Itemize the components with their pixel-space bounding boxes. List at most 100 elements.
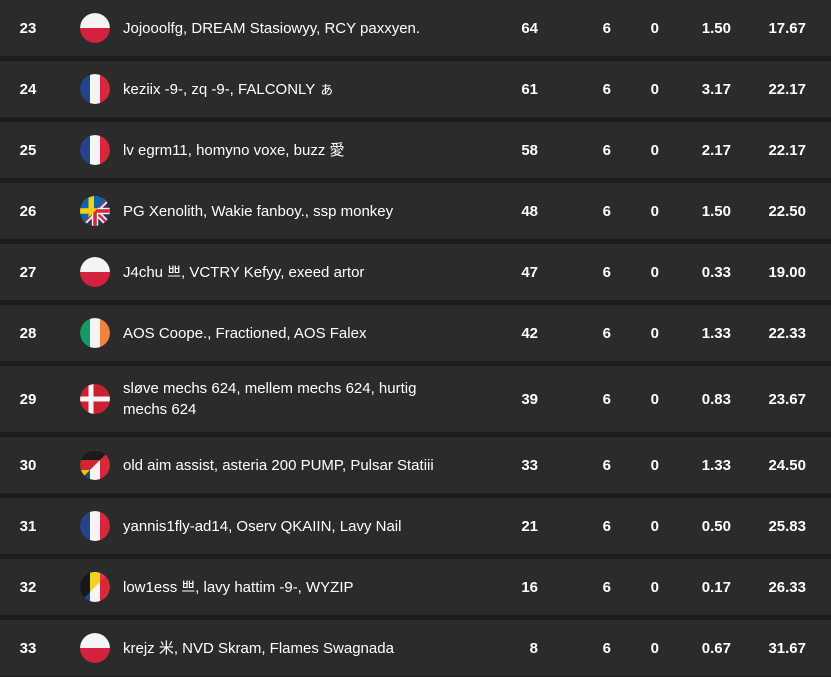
flag-france-icon — [80, 511, 110, 541]
team-players[interactable]: yannis1fly-ad14, Oserv QKAIIN, Lavy Nail — [123, 517, 402, 535]
stat-matches: 6 — [602, 141, 611, 159]
stat-average: 17.67 — [768, 19, 806, 37]
stat-col3: 0 — [650, 456, 659, 474]
stat-points: 8 — [529, 639, 538, 657]
table-row[interactable]: 33 krejz 米, NVD Skram, Flames Swagnada 8… — [0, 620, 831, 676]
stat-matches: 6 — [602, 324, 611, 342]
flag-belgium-france-icon — [80, 572, 110, 602]
rank-cell: 23 — [19, 19, 37, 37]
table-row[interactable]: 31 yannis1fly-ad14, Oserv QKAIIN, Lavy N… — [0, 498, 831, 554]
flag-denmark-icon — [80, 384, 110, 414]
stat-average: 31.67 — [768, 639, 806, 657]
stat-col3: 0 — [650, 517, 659, 535]
stat-ratio: 1.50 — [701, 202, 731, 220]
stat-col3: 0 — [650, 263, 659, 281]
rank-cell: 26 — [19, 202, 37, 220]
stat-matches: 6 — [602, 80, 611, 98]
rank-cell: 24 — [19, 80, 37, 98]
stat-average: 22.33 — [768, 324, 806, 342]
stat-ratio: 0.33 — [701, 263, 731, 281]
stat-ratio: 3.17 — [701, 80, 731, 98]
stat-average: 22.50 — [768, 202, 806, 220]
stat-matches: 6 — [602, 263, 611, 281]
stat-matches: 6 — [602, 390, 611, 408]
stat-points: 48 — [521, 202, 538, 220]
stat-average: 22.17 — [768, 141, 806, 159]
stat-points: 33 — [521, 456, 538, 474]
flag-sweden-uk-icon — [80, 196, 110, 226]
stat-points: 58 — [521, 141, 538, 159]
table-row[interactable]: 28 AOS Coope., Fractioned, AOS Falex 42 … — [0, 305, 831, 361]
stat-matches: 6 — [602, 517, 611, 535]
stat-points: 64 — [521, 19, 538, 37]
table-row[interactable]: 26 PG Xenolith, Wakie fanboy., ssp monke… — [0, 183, 831, 239]
team-players[interactable]: sløve mechs 624, mellem mechs 624, hurti… — [123, 380, 417, 418]
stat-col3: 0 — [650, 141, 659, 159]
team-players[interactable]: low1ess 쁘, lavy hattim -9-, WYZIP — [123, 578, 354, 596]
stat-ratio: 2.17 — [701, 141, 731, 159]
table-row[interactable]: 23 Jojooolfg, DREAM Stasiowyy, RCY paxxy… — [0, 0, 831, 56]
team-players[interactable]: Jojooolfg, DREAM Stasiowyy, RCY paxxyen. — [123, 19, 421, 37]
flag-poland-icon — [80, 257, 110, 287]
stat-ratio: 0.83 — [701, 390, 731, 408]
stat-col3: 0 — [650, 324, 659, 342]
table-row[interactable]: 30 old aim assist, asteria 200 PUMP, Pul… — [0, 437, 831, 493]
stat-ratio: 0.17 — [701, 578, 731, 596]
team-players[interactable]: J4chu 쁘, VCTRY Kefyy, exeed artor — [123, 263, 365, 281]
stat-col3: 0 — [650, 578, 659, 596]
stat-points: 21 — [521, 517, 538, 535]
table-row[interactable]: 29 sløve mechs 624, mellem mechs 624, hu… — [0, 366, 831, 432]
team-players[interactable]: krejz 米, NVD Skram, Flames Swagnada — [123, 639, 394, 657]
flag-germany-france-icon — [80, 450, 110, 480]
team-players[interactable]: old aim assist, asteria 200 PUMP, Pulsar… — [123, 456, 434, 474]
stat-matches: 6 — [602, 456, 611, 474]
stat-col3: 0 — [650, 80, 659, 98]
table-row[interactable]: 27 J4chu 쁘, VCTRY Kefyy, exeed artor 47 … — [0, 244, 831, 300]
stat-col3: 0 — [650, 639, 659, 657]
stat-points: 39 — [521, 390, 538, 408]
flag-poland-icon — [80, 13, 110, 43]
team-players[interactable]: AOS Coope., Fractioned, AOS Falex — [123, 324, 367, 342]
rank-cell: 32 — [19, 578, 37, 596]
stat-points: 61 — [521, 80, 538, 98]
rank-cell: 29 — [19, 390, 37, 408]
flag-france-icon — [80, 135, 110, 165]
stat-col3: 0 — [650, 202, 659, 220]
stat-ratio: 1.33 — [701, 456, 731, 474]
flag-france-icon — [80, 74, 110, 104]
rank-cell: 31 — [19, 517, 37, 535]
table-row[interactable]: 24 keziix -9-, zq -9-, FALCONLY ぁ 61 6 0… — [0, 61, 831, 117]
stat-average: 19.00 — [768, 263, 806, 281]
stat-ratio: 0.67 — [701, 639, 731, 657]
stat-average: 26.33 — [768, 578, 806, 596]
stat-ratio: 1.33 — [701, 324, 731, 342]
stat-average: 24.50 — [768, 456, 806, 474]
rank-cell: 27 — [19, 263, 37, 281]
table-row[interactable]: 32 low1ess 쁘, lavy hattim -9-, WYZIP 16 … — [0, 559, 831, 615]
table-row[interactable]: 25 lv egrm11, homyno voxe, buzz 愛 58 6 0… — [0, 122, 831, 178]
stat-col3: 0 — [650, 390, 659, 408]
stat-average: 23.67 — [768, 390, 806, 408]
team-players[interactable]: lv egrm11, homyno voxe, buzz 愛 — [123, 141, 345, 159]
stat-matches: 6 — [602, 202, 611, 220]
stat-points: 47 — [521, 263, 538, 281]
flag-ireland-icon — [80, 318, 110, 348]
stat-ratio: 0.50 — [701, 517, 731, 535]
rank-cell: 30 — [19, 456, 37, 474]
rank-cell: 28 — [19, 324, 37, 342]
rank-cell: 33 — [19, 639, 37, 657]
team-players[interactable]: keziix -9-, zq -9-, FALCONLY ぁ — [123, 80, 335, 98]
stat-ratio: 1.50 — [701, 19, 731, 37]
stat-average: 25.83 — [768, 517, 806, 535]
flag-poland-icon — [80, 633, 110, 663]
stat-matches: 6 — [602, 19, 611, 37]
stat-matches: 6 — [602, 578, 611, 596]
stat-col3: 0 — [650, 19, 659, 37]
stat-points: 16 — [521, 578, 538, 596]
team-players[interactable]: PG Xenolith, Wakie fanboy., ssp monkey — [123, 202, 394, 220]
stat-average: 22.17 — [768, 80, 806, 98]
stat-points: 42 — [521, 324, 538, 342]
stat-matches: 6 — [602, 639, 611, 657]
rank-cell: 25 — [19, 141, 37, 159]
